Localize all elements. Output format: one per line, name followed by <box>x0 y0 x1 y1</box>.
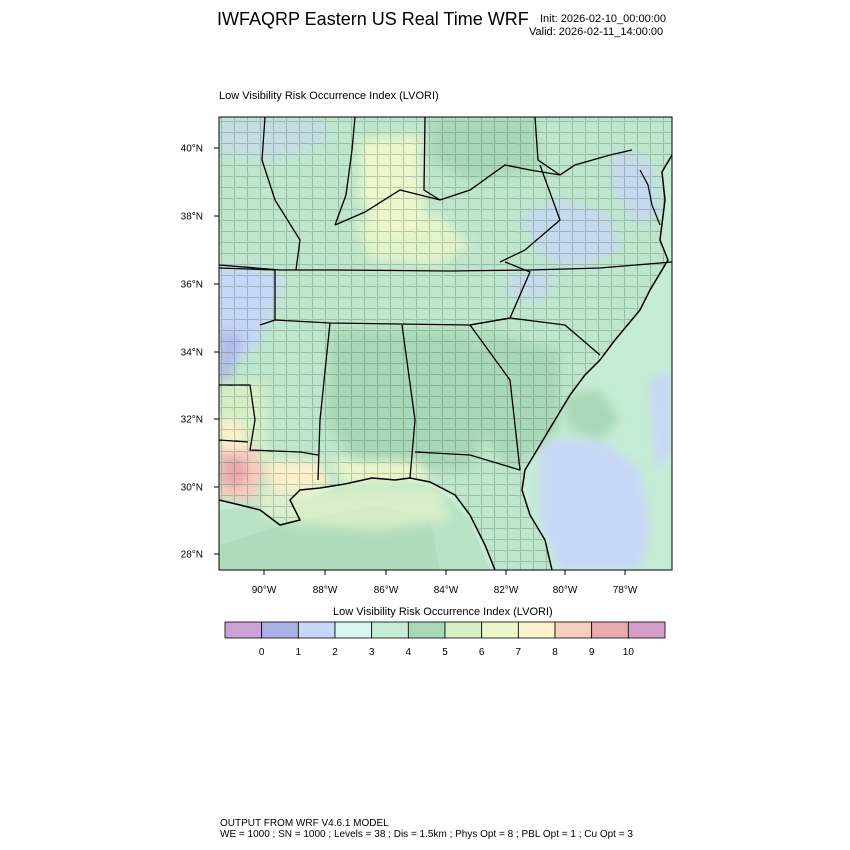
map-plot-area <box>219 117 672 570</box>
colorbar-label: 5 <box>442 647 448 658</box>
colorbar: 0 1 2 3 4 5 6 7 8 9 10 <box>224 621 666 658</box>
colorbar-label: 9 <box>589 647 595 658</box>
colorbar-swatch <box>517 621 556 639</box>
init-time: Init: 2026-02-10_00:00:00 <box>540 13 666 25</box>
colorbar-swatch <box>591 621 629 639</box>
colorbar-label: 3 <box>369 647 375 658</box>
colorbar-label: 1 <box>296 647 302 658</box>
lat-tick-label: 36°N <box>181 280 203 291</box>
lat-tick-label: 34°N <box>181 348 203 359</box>
colorbar-label: 2 <box>332 647 338 658</box>
lat-tick-label: 40°N <box>181 144 203 155</box>
colorbar-swatch <box>224 621 263 639</box>
colorbar-swatch <box>627 621 666 639</box>
colorbar-swatch <box>407 621 446 639</box>
plot-subtitle: Low Visibility Risk Occurrence Index (LV… <box>219 90 439 102</box>
county-boundaries <box>219 117 672 570</box>
lon-tick-label: 86°W <box>374 585 399 596</box>
colorbar-swatch <box>554 621 593 639</box>
colorbar-label: 7 <box>516 647 522 658</box>
lon-tick-label: 84°W <box>434 585 459 596</box>
state-boundaries <box>219 117 672 481</box>
lat-tick-label: 38°N <box>181 212 203 223</box>
colorbar-label: 4 <box>406 647 412 658</box>
colorbar-swatch <box>444 621 483 639</box>
colorbar-label: 8 <box>552 647 558 658</box>
valid-time: Valid: 2026-02-11_14:00:00 <box>529 26 664 38</box>
atlantic-low-field <box>540 440 650 570</box>
lat-tick-label: 28°N <box>181 550 203 561</box>
lat-tick-label: 30°N <box>181 483 203 494</box>
chesapeake-bay <box>639 169 661 226</box>
colorbar-swatch <box>297 621 336 639</box>
colorbar-title: Low Visibility Risk Occurrence Index (LV… <box>333 606 553 618</box>
lon-tick-label: 78°W <box>613 585 638 596</box>
lat-tick-label: 32°N <box>181 415 203 426</box>
colorbar-swatch <box>261 621 299 639</box>
footer-model: OUTPUT FROM WRF V4.6.1 MODEL <box>220 818 389 829</box>
lon-tick-label: 80°W <box>553 585 578 596</box>
colorbar-swatch <box>371 621 409 639</box>
colorbar-label: 0 <box>259 647 265 658</box>
atlantic-mid-field <box>560 390 620 440</box>
colorbar-label: 10 <box>623 647 635 658</box>
main-title: IWFAQRP Eastern US Real Time WRF <box>217 9 529 29</box>
lon-tick-label: 90°W <box>252 585 277 596</box>
coastline <box>219 154 672 570</box>
colorbar-label: 6 <box>479 647 485 658</box>
lon-tick-label: 82°W <box>494 585 519 596</box>
longitude-axis: 90°W 88°W 86°W 84°W 82°W 80°W 78°W <box>252 570 638 596</box>
colorbar-swatch <box>481 621 519 639</box>
colorbar-swatch <box>334 621 373 639</box>
footer-config: WE = 1000 ; SN = 1000 ; Levels = 38 ; Di… <box>220 829 633 840</box>
atlantic-low-field-2 <box>650 370 672 470</box>
lon-tick-label: 88°W <box>313 585 338 596</box>
latitude-axis: 40°N 38°N 36°N 34°N 32°N 30°N 28°N <box>181 144 219 561</box>
